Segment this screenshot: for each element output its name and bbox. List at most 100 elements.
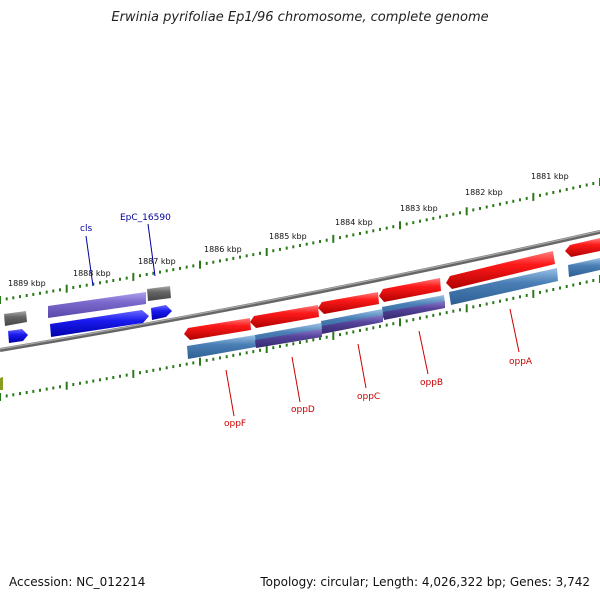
inner-scale-minor-tick	[432, 313, 435, 317]
outer-scale-minor-tick	[359, 232, 361, 235]
cds-opp-b-purple[interactable]	[383, 301, 445, 320]
inner-scale-major-tick	[399, 318, 401, 327]
outer-scale-minor-tick	[185, 265, 188, 269]
outer-scale-minor-tick	[292, 245, 295, 249]
map-title: Erwinia pyrifoliae Ep1/96 chromosome, co…	[111, 10, 489, 25]
reverse-strand-genes	[0, 258, 600, 390]
outer-scale-minor-tick	[279, 247, 281, 251]
scale-labels: 1889 kbp 1888 kbp 1887 kbp 1886 kbp 1885…	[8, 172, 569, 288]
scale-label-1888: 1888 kbp	[73, 269, 111, 278]
inner-scale-minor-tick	[52, 386, 55, 390]
inner-scale-minor-tick	[252, 350, 255, 354]
outer-scale-minor-tick	[72, 286, 75, 289]
inner-scale-minor-tick	[385, 323, 388, 327]
inner-scale-minor-tick	[505, 298, 508, 302]
outer-scale-minor-tick	[419, 219, 421, 223]
inner-scale-minor-tick	[165, 366, 168, 370]
inner-scale-minor-tick	[12, 393, 15, 397]
inner-scale-major-tick	[265, 345, 268, 353]
gene-gray-left-top[interactable]	[4, 311, 27, 326]
inner-scale-minor-tick	[445, 311, 448, 315]
inner-scale-minor-tick	[492, 301, 495, 305]
outer-scale-minor-tick	[112, 279, 115, 282]
outer-scale-minor-tick	[585, 183, 588, 187]
inner-scale-minor-tick	[99, 378, 101, 382]
outer-scale-minor-tick	[105, 280, 108, 284]
outer-scale-minor-tick	[219, 259, 221, 263]
outer-scale-minor-tick	[99, 281, 101, 285]
outer-scale-minor-tick	[225, 258, 228, 262]
outer-scale-minor-tick	[165, 269, 168, 273]
outer-scale-minor-tick	[319, 240, 321, 243]
inner-scale-minor-tick	[212, 357, 215, 361]
outer-scale-minor-tick	[325, 238, 328, 242]
gene-label-epc: EpC_16590	[120, 213, 171, 223]
gene-label-oppa: oppA	[509, 357, 533, 367]
scale-label-1884: 1884 kbp	[335, 218, 373, 227]
outer-scale-minor-tick	[239, 255, 241, 259]
gene-opp-a-red[interactable]	[446, 251, 555, 289]
cds-bright-blue-left[interactable]	[8, 329, 28, 343]
outer-scale-minor-tick	[479, 207, 481, 210]
inner-scale-minor-tick	[225, 355, 228, 359]
cds-opp-d-purple[interactable]	[255, 329, 322, 348]
gene-opp-c-red[interactable]	[318, 292, 379, 314]
outer-scale-major-tick	[532, 192, 535, 201]
cds-blue-right-edge[interactable]	[568, 258, 600, 277]
inner-scale-minor-tick	[519, 295, 521, 299]
inner-scale-minor-tick	[219, 356, 221, 360]
outer-scale-minor-tick	[539, 193, 541, 197]
cds-bright-blue-cls[interactable]	[50, 310, 149, 337]
inner-scale-minor-tick	[425, 315, 428, 319]
outer-scale-minor-tick	[12, 296, 15, 300]
inner-scale-minor-tick	[112, 376, 115, 379]
outer-scale-minor-tick	[159, 270, 161, 274]
inner-scale-minor-tick	[192, 361, 195, 365]
gene-red-right-edge[interactable]	[565, 238, 600, 257]
gene-opp-d-red[interactable]	[250, 305, 319, 328]
gene-olive-left-edge[interactable]	[0, 377, 3, 390]
gene-cls[interactable]	[48, 292, 146, 318]
outer-scale-minor-tick	[152, 271, 155, 275]
outer-scale-minor-tick	[305, 242, 308, 246]
cds-opp-f-blue[interactable]	[187, 335, 256, 359]
gene-epc-16590[interactable]	[147, 286, 171, 301]
outer-scale-minor-tick	[372, 229, 375, 233]
inner-scale-minor-tick	[452, 309, 455, 313]
accession-text: Accession: NC_012214	[9, 575, 146, 589]
outer-scale-minor-tick	[352, 233, 355, 237]
cds-opp-a-blue[interactable]	[449, 268, 558, 305]
inner-scale-minor-tick	[205, 358, 208, 362]
inner-scale-minor-tick	[92, 379, 95, 383]
gene-opp-f-red[interactable]	[184, 318, 251, 340]
outer-scale-minor-tick	[285, 246, 288, 250]
inner-scale-minor-tick	[545, 289, 548, 293]
inner-scale-minor-tick	[359, 329, 361, 332]
outer-scale-minor-tick	[32, 292, 35, 296]
inner-scale-major-tick	[132, 369, 135, 378]
gene-labels: cls EpC_16590 oppF oppD oppC oppB oppA	[80, 213, 533, 429]
inner-scale-minor-tick	[365, 327, 368, 331]
outer-scale-minor-tick	[245, 254, 248, 258]
gene-opp-b-red[interactable]	[379, 278, 441, 302]
inner-scale-minor-tick	[5, 394, 8, 398]
inner-scale-minor-tick	[32, 389, 35, 393]
inner-scale-major-tick	[465, 304, 468, 313]
inner-scale-minor-tick	[125, 373, 128, 377]
inner-scale-minor-tick	[479, 304, 481, 307]
cds-opp-c-purple[interactable]	[322, 315, 383, 334]
outer-scale-minor-tick	[525, 196, 528, 200]
inner-scale-minor-tick	[319, 337, 321, 340]
outer-scale-major-tick	[65, 284, 68, 293]
outer-scale-minor-tick	[259, 251, 261, 255]
inner-scale-minor-tick	[312, 338, 315, 342]
inner-scale-minor-tick	[539, 290, 541, 294]
inner-scale-minor-tick	[239, 352, 241, 356]
cds-bright-blue-epc[interactable]	[151, 305, 172, 320]
inner-scale-minor-tick	[139, 371, 141, 375]
inner-scale-minor-tick	[585, 280, 588, 284]
outer-scale-minor-tick	[579, 185, 581, 188]
inner-scale-minor-tick	[439, 312, 441, 316]
outer-scale-minor-tick	[39, 291, 41, 295]
